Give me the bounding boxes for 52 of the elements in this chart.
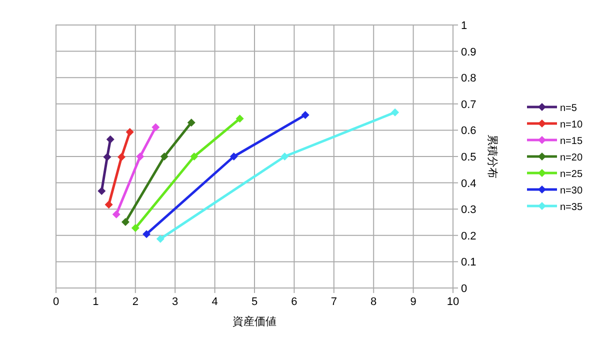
- y-tick-label: 0.3: [461, 204, 476, 216]
- point: [126, 128, 134, 136]
- point: [98, 186, 106, 195]
- point: [106, 135, 114, 144]
- y-tick-label: 0.5: [461, 152, 476, 164]
- y-tick-label: 0.7: [461, 98, 476, 111]
- point: [236, 114, 244, 123]
- y-axis-title: 累積分布: [486, 134, 498, 178]
- x-tick-label: 6: [291, 296, 298, 308]
- x-tick-label: 0: [52, 296, 60, 308]
- legend-label: n=30: [560, 186, 583, 196]
- x-tick-label: 9: [410, 296, 416, 308]
- point: [103, 153, 112, 162]
- x-tick-label: 8: [370, 296, 377, 308]
- point: [118, 153, 126, 162]
- y-tick-label: 0.4: [461, 178, 476, 190]
- point: [301, 110, 310, 119]
- point: [280, 152, 289, 160]
- point: [160, 152, 168, 160]
- y-tick-label: 0: [461, 283, 468, 295]
- point: [121, 218, 130, 226]
- y-tick-label: 0.6: [461, 125, 476, 138]
- point: [391, 108, 400, 116]
- x-tick-label: 4: [212, 296, 218, 308]
- point: [187, 118, 196, 127]
- legend-label: n=10: [560, 120, 583, 130]
- x-tick-label: 1: [92, 296, 99, 308]
- point: [112, 210, 120, 218]
- point: [190, 152, 198, 160]
- x-tick-label: 5: [251, 296, 258, 308]
- legend-label: n=35: [560, 202, 583, 213]
- y-tick-label: 0.9: [461, 46, 476, 58]
- point: [136, 152, 144, 160]
- point: [131, 224, 140, 232]
- point: [104, 200, 113, 209]
- x-tick-label: 3: [172, 296, 178, 308]
- legend-label: n=5: [560, 103, 578, 114]
- legend-label: n=20: [560, 152, 583, 164]
- y-tick-label: 0.8: [461, 72, 476, 85]
- legend-label: n=25: [560, 169, 583, 180]
- point: [142, 230, 151, 238]
- x-tick-label: 2: [132, 296, 138, 308]
- point: [230, 152, 238, 160]
- x-axis-title: 資産価値: [232, 315, 276, 328]
- y-tick-label: 1: [461, 20, 468, 32]
- y-tick-label: 0.2: [461, 230, 476, 242]
- x-tick-label: 10: [446, 296, 460, 308]
- point: [156, 234, 164, 243]
- legend-label: n=15: [560, 136, 583, 147]
- y-tick-label: 0.1: [461, 256, 476, 269]
- x-tick-label: 7: [330, 296, 337, 308]
- point: [152, 123, 160, 132]
